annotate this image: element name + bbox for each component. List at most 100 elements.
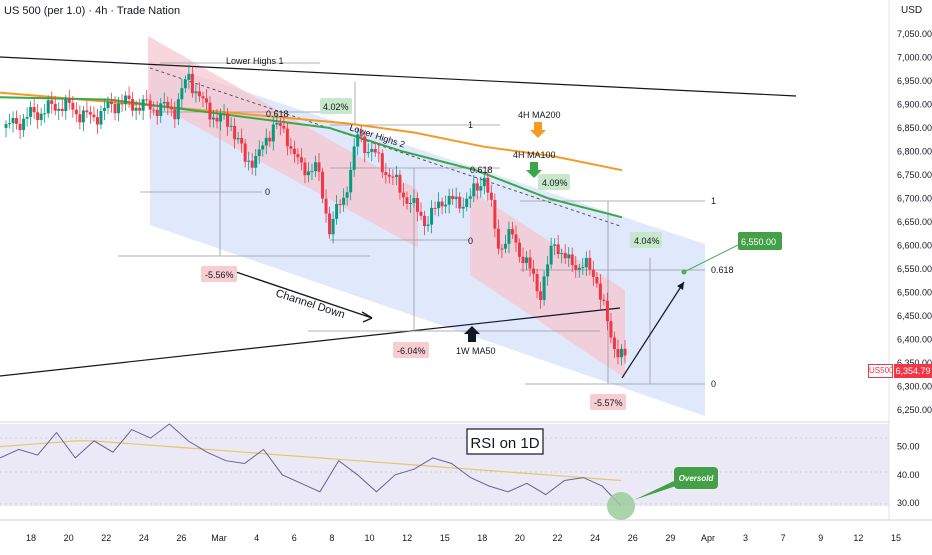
time-axis[interactable]: 18 20 22 24 26 Mar 4 6 8 10 12 15 18 20 22 24 26 29 Apr 3 7 9… (26, 533, 901, 543)
oversold-pointer (634, 480, 676, 500)
channel-arrowhead (361, 311, 373, 323)
candle-body (50, 100, 54, 104)
candle-body (22, 118, 26, 131)
current-price-tag: US500 6,354.79 (868, 364, 932, 378)
candle-body (271, 124, 275, 142)
price-axis-tick: 7,050.00 (897, 29, 932, 39)
candle-body (296, 154, 300, 158)
candle-body (81, 110, 85, 123)
candle-body (468, 196, 472, 199)
lower-highs-1-label: Lower Highs 1 (226, 56, 284, 66)
candle-body (148, 100, 152, 110)
time-axis-tick: 12 (853, 533, 863, 543)
candle-body (328, 213, 332, 235)
candle-body (64, 98, 68, 111)
rsi-axis-tick: 30.00 (897, 498, 920, 508)
price-axis-tick: 6,750.00 (897, 170, 932, 180)
ma100-arrow-icon (526, 162, 542, 178)
candle-body (356, 134, 360, 147)
rsi-line (0, 423, 622, 507)
candle-body (110, 101, 114, 105)
candle-body (412, 198, 416, 203)
candle-body (85, 110, 89, 113)
candle-body (36, 112, 40, 121)
time-axis-tick: 3 (743, 533, 748, 543)
candle-body (92, 114, 96, 118)
price-axis-tick: 6,650.00 (897, 217, 932, 227)
rsi-ma-line (0, 440, 622, 482)
candle-body (430, 207, 434, 225)
candle-body (166, 101, 170, 108)
candle-body (306, 171, 310, 176)
candle-body (581, 267, 585, 269)
projection-arrow (621, 281, 685, 379)
candle-body (124, 95, 128, 104)
candle-body (201, 96, 205, 99)
fib-0618-label: 0.618 (470, 165, 493, 175)
candle-body (532, 268, 536, 274)
candle-body (331, 218, 335, 235)
candle-body (384, 172, 388, 175)
time-axis-tick: 10 (364, 533, 374, 543)
pct-box (538, 174, 570, 190)
pct-label-557: -5.57% (594, 398, 623, 408)
candle-body (117, 103, 121, 114)
time-axis-tick: 26 (628, 533, 638, 543)
rsi-axis[interactable]: 50.00 40.00 30.00 (897, 442, 920, 508)
target-connector (683, 243, 741, 273)
candle-body (556, 244, 560, 255)
ma200-label: 4H MA200 (518, 110, 561, 120)
candle-body (39, 113, 43, 121)
candle-body (264, 137, 268, 146)
candle-body (71, 102, 75, 110)
candle-body (345, 192, 349, 198)
candle-body (401, 192, 405, 198)
fib-0618-label: 0.618 (266, 109, 289, 119)
candle-body (247, 160, 251, 162)
candle-body (461, 206, 465, 209)
candle-body (394, 174, 398, 178)
candle-body (176, 99, 180, 120)
candle-body (74, 109, 78, 115)
candle-body (194, 91, 198, 94)
candle-body (370, 148, 374, 152)
candle-body (458, 196, 462, 209)
candle-body (398, 174, 402, 193)
candle-body (102, 108, 106, 112)
candle-body (405, 197, 409, 204)
candle-body (591, 269, 595, 277)
pct-label-556: -5.56% (205, 270, 234, 280)
candle-body (183, 79, 187, 89)
pct-label-604: -6.04% (397, 346, 426, 356)
candle-body (553, 244, 557, 246)
candle-body (440, 201, 444, 207)
candle-body (127, 95, 131, 100)
fib-0618-label: 0.618 (711, 265, 734, 275)
candle-body (609, 321, 613, 338)
candle-body (380, 153, 384, 173)
candle-body (11, 118, 15, 124)
candle-body (18, 123, 22, 131)
rsi-axis-tick: 50.00 (897, 442, 920, 452)
price-axis-tick: 6,700.00 (897, 193, 932, 203)
candle-body (447, 195, 451, 205)
candle-body (275, 123, 279, 125)
price-axis-tick: 7,000.00 (897, 52, 932, 62)
currency-label: USD (901, 5, 923, 16)
candle-body (560, 253, 564, 255)
price-axis-tick: 6,250.00 (897, 405, 932, 415)
candle-body (187, 73, 191, 80)
candle-body (299, 157, 303, 163)
candle-body (303, 162, 307, 176)
pct-box (201, 266, 237, 282)
candle-body (433, 207, 437, 209)
fib-0-label: 0 (265, 187, 270, 197)
time-axis-tick: 20 (515, 533, 525, 543)
candle-body (570, 254, 574, 266)
candle-body (240, 137, 244, 144)
price-axis[interactable]: 7,050.00 7,000.00 6,950.00 6,900.00 6,850.00… (897, 29, 932, 415)
time-axis-tick: 24 (590, 533, 600, 543)
price-axis-tick: 6,450.00 (897, 311, 932, 321)
